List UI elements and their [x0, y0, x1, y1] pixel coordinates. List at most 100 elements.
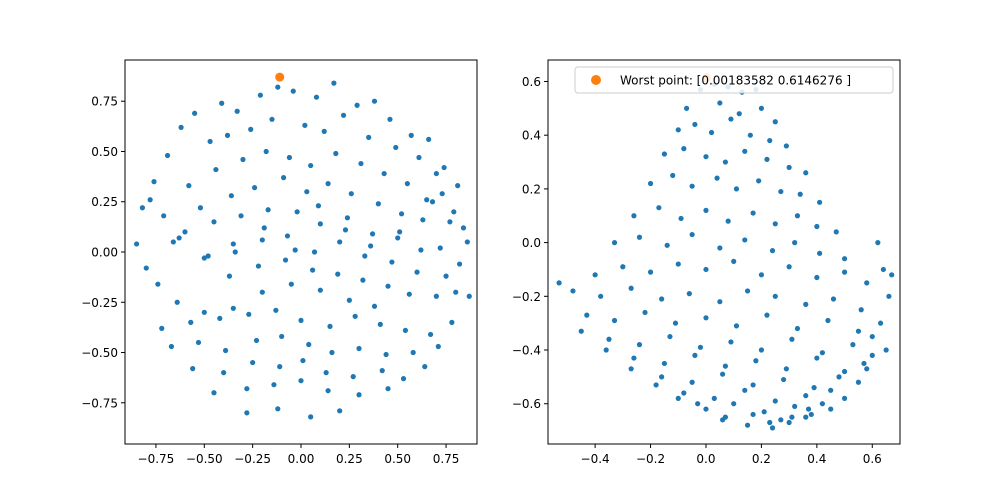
left-y-tick-label: 0.25: [91, 195, 118, 209]
right-data-point: [631, 355, 637, 361]
left-y-tick-label: −0.25: [81, 296, 118, 310]
right-y-tick-label: 0.2: [522, 182, 541, 196]
left-data-point: [325, 181, 331, 187]
left-x-axis: −0.75 −0.50 −0.25 0.00 0.25 0.50 0.75: [138, 444, 459, 466]
left-x-tick-label: −0.25: [234, 452, 271, 466]
right-data-point: [720, 371, 726, 377]
left-y-tick-label: 0.50: [91, 145, 118, 159]
legend-marker-worst-point: [591, 75, 601, 85]
left-data-point: [404, 181, 410, 187]
right-data-point: [841, 368, 848, 375]
left-data-point: [422, 364, 428, 370]
right-data-point: [817, 199, 823, 205]
right-data-point: [703, 154, 709, 160]
left-data-point: [441, 164, 447, 171]
right-data-point: [875, 240, 881, 246]
left-data-point: [464, 239, 470, 245]
left-data-point: [344, 215, 351, 221]
right-x-tick-label: −0.2: [636, 452, 665, 466]
right-data-point: [636, 342, 643, 348]
right-data-point: [720, 417, 726, 423]
right-data-point: [703, 406, 709, 412]
right-data-point: [792, 403, 798, 410]
right-data-point: [728, 339, 734, 345]
left-data-point: [197, 205, 204, 211]
left-data-point: [406, 291, 412, 297]
right-data-point: [772, 119, 778, 125]
right-data-point: [631, 213, 637, 219]
left-data-point: [437, 245, 443, 251]
right-data-point: [620, 264, 626, 270]
left-data-point: [426, 136, 432, 143]
right-data-point: [681, 390, 687, 396]
left-data-point: [232, 249, 238, 255]
right-data-point: [758, 272, 765, 278]
right-data-point: [675, 127, 681, 133]
left-data-point: [400, 376, 407, 382]
left-data-point: [190, 366, 196, 372]
right-subplot: −0.4 −0.2 0.0 0.2 0.4 0.6 −0.6 −0.4 −0.2 0.0 0.2 0…: [512, 59, 901, 466]
left-data-point: [277, 364, 283, 370]
left-y-tick-label: 0.75: [91, 95, 118, 109]
right-data-point: [661, 360, 668, 367]
left-data-point: [308, 162, 314, 169]
left-data-point: [340, 112, 347, 118]
right-data-point: [869, 352, 875, 358]
left-data-point: [253, 337, 260, 344]
left-data-point: [228, 193, 234, 199]
left-data-point: [329, 349, 335, 356]
right-y-tick-label: −0.2: [512, 290, 541, 304]
left-data-point: [449, 319, 455, 325]
left-data-point: [317, 287, 323, 293]
right-data-point: [717, 299, 723, 305]
right-data-point: [761, 409, 767, 415]
left-data-point: [219, 100, 225, 106]
right-x-tick-label: −0.4: [581, 452, 610, 466]
left-data-point: [433, 293, 439, 299]
right-data-point: [803, 170, 809, 176]
right-data-point: [811, 385, 817, 391]
left-data-point: [226, 273, 233, 279]
right-data-point: [841, 269, 848, 275]
left-data-point: [402, 327, 409, 334]
left-data-point: [292, 247, 298, 253]
right-data-point: [778, 417, 784, 423]
left-y-axis: −0.75 −0.50 −0.25 0.00 0.25 0.50 0.75: [81, 95, 125, 410]
left-data-point: [164, 152, 171, 159]
right-data-point: [778, 188, 784, 195]
right-data-point: [667, 333, 673, 340]
left-data-point: [192, 110, 198, 116]
right-data-point: [689, 183, 695, 189]
right-data-point: [703, 266, 709, 273]
left-x-tick-label: 0.25: [336, 452, 363, 466]
right-x-axis: −0.4 −0.2 0.0 0.2 0.4 0.6: [581, 444, 882, 466]
right-data-point: [722, 363, 728, 369]
right-data-point: [830, 296, 837, 302]
right-data-point: [767, 137, 773, 144]
right-data-point: [883, 347, 889, 353]
left-data-point: [389, 259, 395, 265]
right-data-point: [742, 387, 748, 393]
left-data-point: [308, 414, 314, 420]
left-data-point: [259, 289, 265, 295]
right-x-tick-label: 0.4: [807, 452, 826, 466]
right-data-point: [647, 180, 654, 187]
right-data-point: [611, 317, 618, 324]
left-data-point: [288, 281, 294, 287]
right-data-point: [841, 256, 848, 262]
left-data-point: [387, 116, 393, 122]
right-data-point: [758, 347, 765, 353]
right-y-tick-label: 0.0: [522, 236, 541, 250]
left-data-point: [134, 241, 140, 247]
left-data-point: [240, 156, 246, 163]
right-data-point: [661, 151, 668, 157]
right-axes-frame: [547, 59, 901, 445]
left-data-point: [337, 408, 343, 414]
left-data-point: [188, 319, 194, 325]
left-data-point: [371, 98, 378, 104]
right-data-point: [753, 358, 759, 364]
left-data-point: [290, 88, 296, 94]
right-data-point: [772, 221, 778, 227]
left-data-point: [408, 132, 414, 138]
